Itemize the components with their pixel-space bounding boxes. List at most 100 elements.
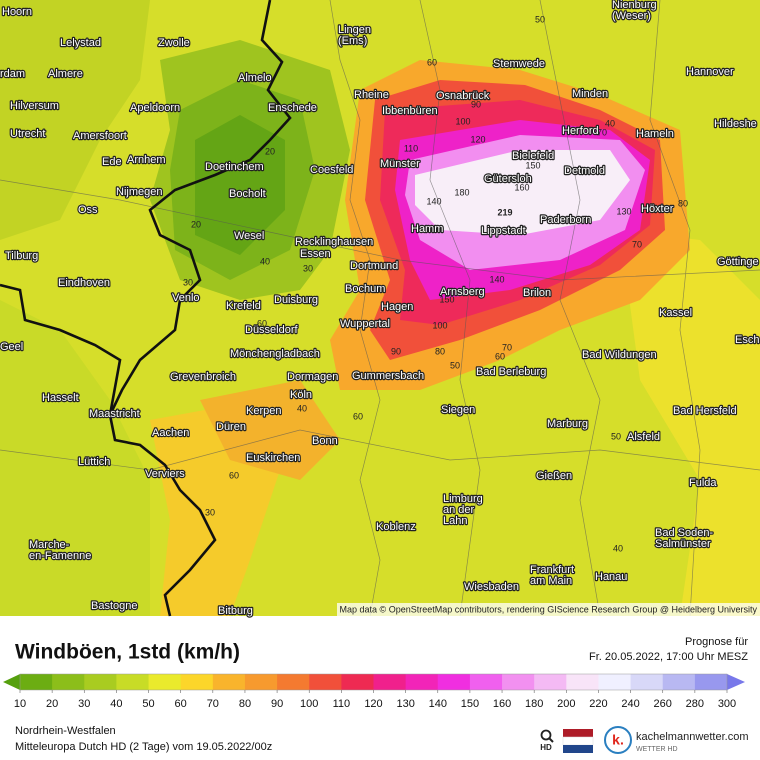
- city-label: Ibbenbüren: [382, 105, 438, 117]
- contour-label: 70: [597, 127, 607, 137]
- contour-label: 70: [632, 239, 642, 249]
- contour-label: 20: [191, 219, 201, 229]
- legend-swatch: [566, 674, 599, 690]
- contour-label: 30: [303, 263, 313, 273]
- contour-label: 60: [353, 411, 363, 421]
- brand: kachelmannwetter.com: [636, 731, 749, 743]
- contour-label: 80: [678, 198, 688, 208]
- city-label: Höxter: [641, 203, 674, 215]
- flag[interactable]: [562, 729, 594, 753]
- city-label: Frankfurt: [530, 564, 574, 576]
- city-label: Salmünster: [655, 538, 711, 550]
- attribution: Map data © OpenStreetMap contributors, r…: [340, 604, 758, 614]
- city-label: Tilburg: [5, 250, 38, 262]
- city-label: Gummersbach: [352, 370, 424, 382]
- city-label: Nienburg: [612, 0, 657, 11]
- district-borders: [0, 0, 760, 617]
- contour-label: 90: [471, 99, 481, 109]
- city-label: Hoorn: [2, 6, 32, 18]
- city-label: Essen: [300, 248, 331, 260]
- city-label: Bad Soden-: [655, 527, 713, 539]
- legend-tick-label: 120: [364, 698, 382, 710]
- country-border: [108, 0, 292, 617]
- legend-swatch: [630, 674, 664, 690]
- city-label: Mönchengladbach: [230, 348, 320, 360]
- legend-tick-label: 50: [142, 698, 154, 710]
- contour-label: 60: [257, 318, 267, 328]
- legend-tick-label: 40: [110, 698, 122, 710]
- city-label: Enschede: [268, 102, 317, 114]
- legend-tick-label: 90: [271, 698, 283, 710]
- city-label: Euskirchen: [246, 452, 300, 464]
- city-label: Verviers: [145, 468, 185, 480]
- city-label: Dortmund: [350, 260, 398, 272]
- legend-tick-label: 240: [621, 698, 639, 710]
- brand-logo[interactable]: k. kachelmannwetter.com WETTER HD: [604, 726, 749, 754]
- city-label: Kerpen: [246, 405, 281, 417]
- contour-label: 40: [260, 256, 270, 266]
- city-label: Bad Berleburg: [476, 366, 546, 378]
- city-label: Marche-: [29, 539, 70, 551]
- legend-swatch: [212, 674, 246, 690]
- contour-label: 30: [205, 507, 215, 517]
- city-label: Krefeld: [226, 300, 261, 312]
- legend-tick-label: 180: [525, 698, 543, 710]
- contour-label: 219: [497, 207, 512, 217]
- city-label: Osnabrück: [436, 90, 490, 102]
- legend-swatch: [598, 674, 632, 690]
- city-label: Bad Hersfeld: [673, 405, 737, 417]
- city-label: Düsseldorf: [245, 324, 299, 336]
- city-label: Grevenbroich: [170, 371, 236, 383]
- contour-label: 120: [470, 134, 485, 144]
- city-label: Herford: [562, 125, 599, 137]
- city-label: Lingen: [338, 24, 371, 36]
- contour-label: 20: [265, 146, 275, 156]
- city-label: Doetinchem: [205, 161, 264, 173]
- city-label: Oss: [78, 204, 98, 216]
- country-border: [0, 283, 122, 416]
- legend-tick-label: 150: [461, 698, 479, 710]
- contour-label: 50: [450, 360, 460, 370]
- contour-label: 160: [514, 182, 529, 192]
- city-label: Arnsberg: [440, 286, 485, 298]
- contour-label: 140: [426, 196, 441, 206]
- contour-label: 40: [605, 118, 615, 128]
- city-label: Paderborn: [540, 214, 591, 226]
- attribution-background: [337, 603, 760, 616]
- legend-swatch: [309, 674, 342, 690]
- contour-label: 40: [297, 403, 307, 413]
- legend-swatch: [84, 674, 117, 690]
- search-icon-label: HD: [540, 743, 552, 752]
- city-label: Lippstadt: [481, 225, 526, 237]
- city-label: Wuppertal: [340, 318, 390, 330]
- region: [195, 115, 285, 255]
- search-icon[interactable]: HD: [540, 729, 554, 753]
- flag-stripe: [563, 745, 593, 753]
- city-label: Wesel: [234, 230, 264, 242]
- legend-swatch: [20, 674, 53, 690]
- contour-label: 90: [391, 346, 401, 356]
- contour-label: 100: [455, 116, 470, 126]
- city-label: Hagen: [381, 301, 413, 313]
- legend-tick-label: 280: [686, 698, 704, 710]
- legend-swatch: [341, 674, 374, 690]
- city-label: Hameln: [636, 128, 674, 140]
- city-label: Almelo: [238, 72, 272, 84]
- city-label: rdam: [0, 68, 25, 80]
- city-label: Hamm: [411, 223, 443, 235]
- city-label: Almere: [48, 68, 83, 80]
- region: [0, 0, 150, 240]
- city-label: Minden: [572, 88, 608, 100]
- contour-label: 110: [404, 143, 418, 153]
- contour-label: 150: [525, 160, 540, 170]
- contour-label: 30: [183, 277, 193, 287]
- city-label: Brilon: [523, 287, 551, 299]
- legend-tick-label: 160: [493, 698, 511, 710]
- city-label: Gütersloh: [484, 173, 532, 185]
- city-label: Bastogne: [91, 600, 137, 612]
- city-label: Amersfoort: [73, 130, 127, 142]
- city-label: Stemwede: [493, 58, 545, 70]
- legend-swatch: [662, 674, 696, 690]
- city-label: Apeldoorn: [130, 102, 180, 114]
